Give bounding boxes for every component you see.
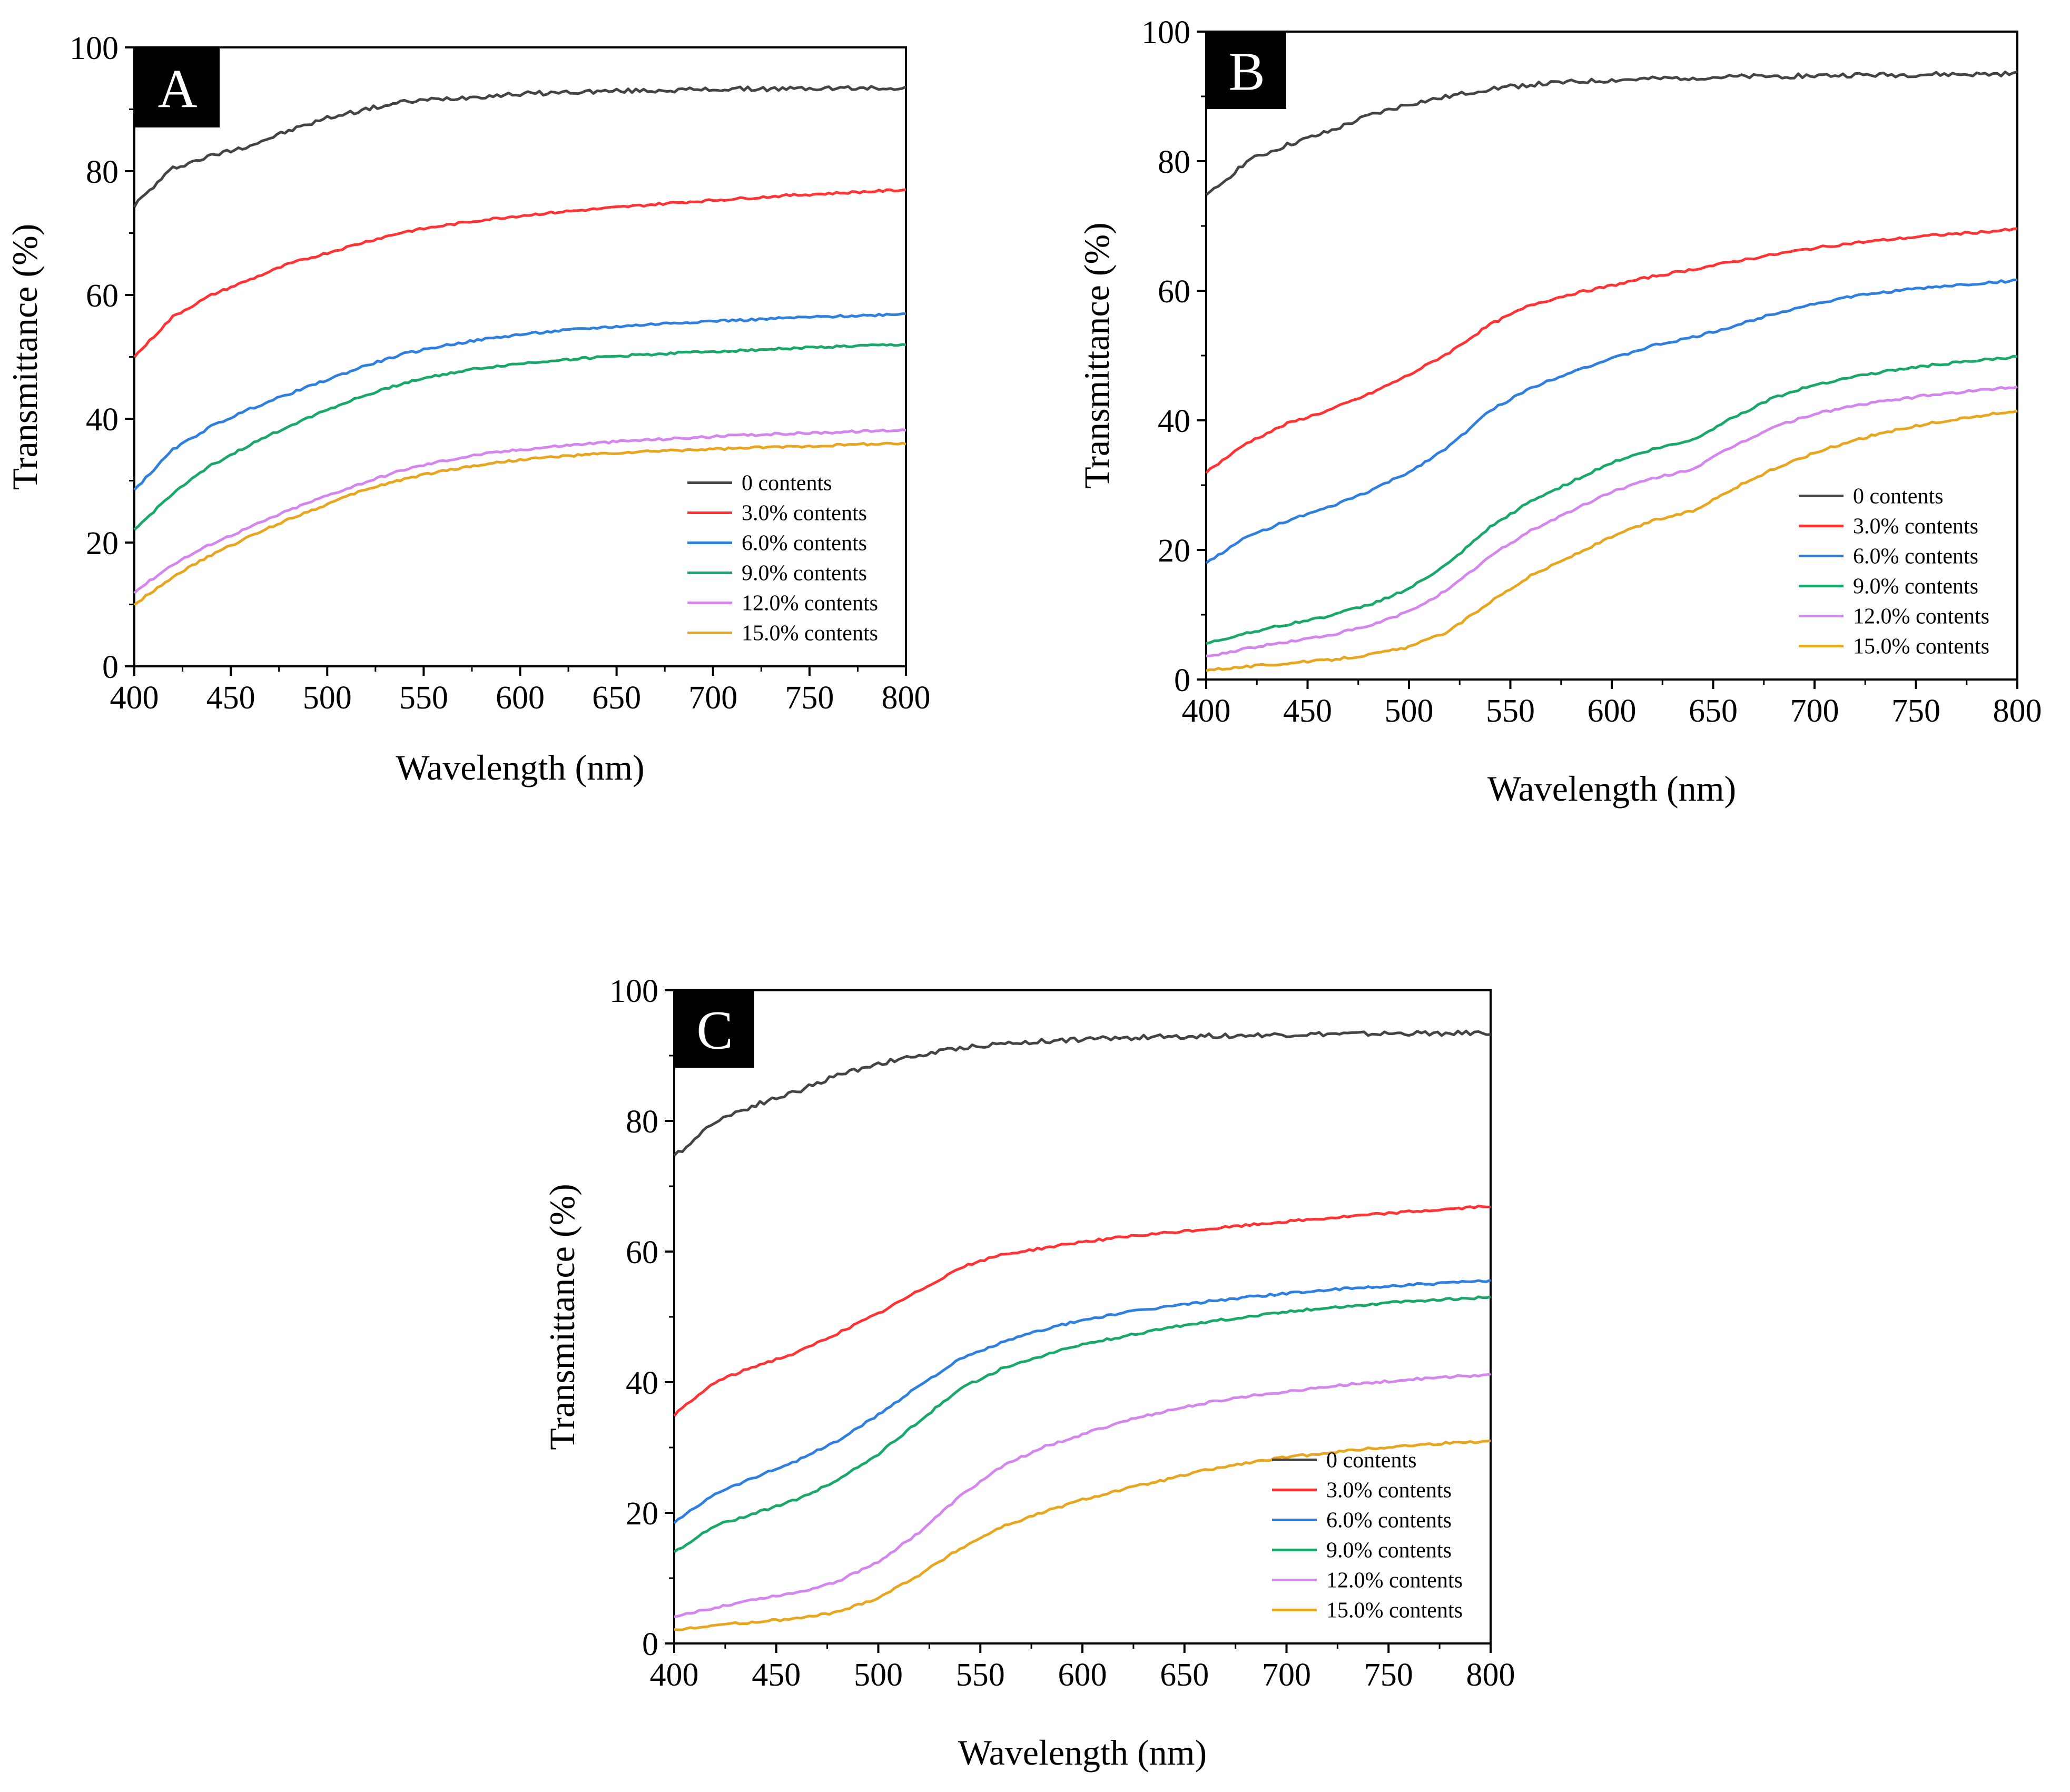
panel-label-box (675, 991, 754, 1068)
panel-label: B (1228, 42, 1265, 102)
x-tick-label: 600 (1058, 1657, 1107, 1693)
legend-label: 6.0% contents (1326, 1509, 1452, 1533)
panel-label-box (1207, 33, 1286, 109)
x-tick-label: 550 (956, 1657, 1005, 1693)
x-tick-label: 650 (1160, 1657, 1209, 1693)
x-tick-label: 600 (1588, 693, 1637, 729)
y-tick-label: 60 (626, 1235, 658, 1271)
y-axis-title: Transmittance (%) (1077, 222, 1117, 488)
series-line (1205, 278, 2018, 564)
y-tick-label: 0 (1174, 663, 1190, 698)
x-tick-label: 800 (882, 680, 931, 716)
y-tick-label: 60 (86, 278, 119, 314)
x-tick-label: 750 (785, 680, 834, 716)
series-line (1205, 70, 2018, 196)
legend-label: 6.0% contents (742, 531, 867, 556)
x-tick-label: 500 (1385, 693, 1434, 729)
y-tick-label: 100 (609, 973, 658, 1009)
chart-panel-c: 400 450 500 550 600 650 700 750 800 0 20 40 60 80 100 W… (542, 973, 1515, 1773)
series-line (1206, 385, 2018, 657)
chart-panel-a: 400 450 500 550 600 650 700 750 800 0 20 40 60 80 100 W… (5, 31, 931, 787)
legend-label: 3.0% contents (1326, 1479, 1452, 1503)
y-tick-label: 40 (86, 402, 119, 438)
x-axis-title: Wavelength (nm) (1487, 769, 1736, 809)
series-line (673, 1278, 1491, 1524)
y-tick-label: 40 (1158, 403, 1190, 439)
series-line (133, 312, 906, 491)
legend-label: 15.0% contents (742, 622, 878, 646)
y-axis-title: Transmittance (%) (5, 224, 45, 490)
legend-label: 3.0% contents (742, 501, 867, 526)
x-tick-label: 800 (1993, 693, 2042, 729)
legend-label: 0 contents (742, 471, 832, 496)
x-tick-label: 750 (1891, 693, 1940, 729)
x-tick-label: 550 (399, 680, 448, 716)
series-line (673, 1205, 1491, 1417)
x-tick-label: 500 (854, 1657, 903, 1693)
legend-label: 15.0% contents (1853, 635, 1989, 659)
x-tick-label: 700 (1262, 1657, 1311, 1693)
y-tick-label: 80 (86, 154, 119, 190)
y-tick-label: 20 (86, 526, 119, 562)
legend-label: 9.0% contents (1326, 1539, 1452, 1563)
x-tick-label: 800 (1466, 1657, 1515, 1693)
y-tick-label: 20 (1158, 533, 1190, 569)
legend-label: 12.0% contents (1326, 1569, 1463, 1593)
legend-label: 0 contents (1326, 1449, 1416, 1473)
series-line (673, 1029, 1491, 1157)
y-tick-label: 60 (1158, 274, 1190, 310)
chart-panel-b: 400 450 500 550 600 650 700 750 800 0 20 40 60 80 100 W… (1077, 15, 2042, 809)
series-line (674, 1439, 1491, 1631)
series-line (1206, 355, 2018, 645)
legend-label: 9.0% contents (742, 562, 867, 586)
series-line (133, 188, 906, 358)
series-line (1206, 409, 2018, 672)
x-tick-label: 700 (688, 680, 737, 716)
legend-label: 9.0% contents (1853, 575, 1978, 599)
x-tick-label: 700 (1790, 693, 1839, 729)
series-line (133, 441, 906, 606)
y-tick-label: 100 (70, 31, 119, 66)
x-tick-label: 450 (1283, 693, 1332, 729)
y-tick-label: 80 (1158, 144, 1190, 180)
legend-label: 12.0% contents (742, 592, 878, 616)
panel-label: C (696, 1000, 733, 1061)
legend-label: 15.0% contents (1326, 1599, 1463, 1623)
legend-label: 0 contents (1853, 485, 1943, 509)
x-tick-label: 600 (496, 680, 545, 716)
series-line (673, 1295, 1491, 1553)
x-axis-title: Wavelength (nm) (396, 747, 644, 787)
y-tick-label: 0 (642, 1627, 658, 1662)
x-tick-label: 550 (1486, 693, 1535, 729)
y-tick-label: 100 (1141, 15, 1190, 51)
x-tick-label: 400 (110, 680, 159, 716)
panel-label: A (157, 58, 197, 119)
series-line (133, 343, 906, 531)
x-tick-label: 500 (303, 680, 352, 716)
y-axis-title: Transmittance (%) (542, 1184, 582, 1450)
series-line (133, 85, 907, 208)
x-tick-label: 650 (592, 680, 641, 716)
x-tick-label: 400 (1182, 693, 1231, 729)
x-axis-title: Wavelength (nm) (958, 1732, 1207, 1773)
legend-label: 6.0% contents (1853, 545, 1978, 569)
x-tick-label: 450 (752, 1657, 801, 1693)
series-line (133, 428, 906, 594)
y-tick-label: 40 (626, 1365, 658, 1401)
legend-label: 3.0% contents (1853, 515, 1978, 539)
y-tick-label: 20 (626, 1496, 658, 1532)
panel-label-box (135, 48, 220, 127)
x-tick-label: 400 (650, 1657, 699, 1693)
legend-label: 12.0% contents (1853, 605, 1989, 629)
series-line (1205, 227, 2018, 474)
x-tick-label: 650 (1689, 693, 1738, 729)
x-tick-label: 450 (206, 680, 255, 716)
y-tick-label: 80 (626, 1104, 658, 1140)
y-tick-label: 0 (102, 649, 119, 685)
x-tick-label: 750 (1364, 1657, 1413, 1693)
series-line (674, 1372, 1491, 1618)
